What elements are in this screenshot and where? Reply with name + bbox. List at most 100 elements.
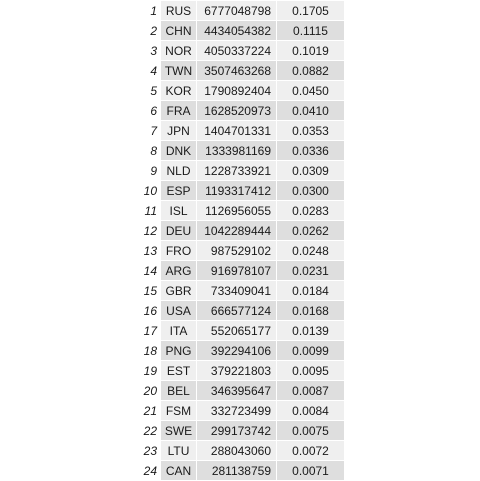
share-cell: 0.1705 [277, 1, 344, 20]
country-code-cell: LTU [161, 441, 197, 460]
share-cell: 0.0283 [277, 201, 344, 220]
row-index: 3 [139, 41, 161, 60]
country-code-cell: DEU [161, 221, 197, 240]
table-row: 13 FRO 987529102 0.0248 [139, 241, 344, 260]
row-index: 24 [139, 461, 161, 480]
row-index: 19 [139, 361, 161, 380]
country-code-cell: ITA [161, 321, 197, 340]
table-row: 1 RUS 6777048798 0.1705 [139, 1, 344, 20]
country-code-cell: JPN [161, 121, 197, 140]
row-index: 4 [139, 61, 161, 80]
table-row: 7 JPN 1404701331 0.0353 [139, 121, 344, 140]
row-index: 8 [139, 141, 161, 160]
country-code-cell: GBR [161, 281, 197, 300]
share-cell: 0.0071 [277, 461, 344, 480]
share-cell: 0.0882 [277, 61, 344, 80]
country-code-cell: NLD [161, 161, 197, 180]
row-index: 7 [139, 121, 161, 140]
row-index: 23 [139, 441, 161, 460]
share-cell: 0.0300 [277, 181, 344, 200]
country-code-cell: FRA [161, 101, 197, 120]
table-row: 14 ARG 916978107 0.0231 [139, 261, 344, 280]
value-cell: 1193317412 [197, 181, 277, 200]
value-cell: 1628520973 [197, 101, 277, 120]
value-cell: 552065177 [197, 321, 277, 340]
value-cell: 666577124 [197, 301, 277, 320]
share-cell: 0.0262 [277, 221, 344, 240]
share-cell: 0.0353 [277, 121, 344, 140]
country-code-cell: ARG [161, 261, 197, 280]
row-index: 17 [139, 321, 161, 340]
table-row: 10 ESP 1193317412 0.0300 [139, 181, 344, 200]
country-code-cell: ISL [161, 201, 197, 220]
country-code-cell: FRO [161, 241, 197, 260]
table-row: 16 USA 666577124 0.0168 [139, 301, 344, 320]
table-row: 5 KOR 1790892404 0.0450 [139, 81, 344, 100]
value-cell: 392294106 [197, 341, 277, 360]
share-cell: 0.0309 [277, 161, 344, 180]
value-cell: 1333981169 [197, 141, 277, 160]
share-cell: 0.0184 [277, 281, 344, 300]
country-code-cell: TWN [161, 61, 197, 80]
row-index: 10 [139, 181, 161, 200]
table-row: 24 CAN 281138759 0.0071 [139, 461, 344, 480]
row-index: 15 [139, 281, 161, 300]
value-cell: 4434054382 [197, 21, 277, 40]
row-index: 20 [139, 381, 161, 400]
country-code-cell: SWE [161, 421, 197, 440]
value-cell: 281138759 [197, 461, 277, 480]
value-cell: 987529102 [197, 241, 277, 260]
value-cell: 1790892404 [197, 81, 277, 100]
table-row: 19 EST 379221803 0.0095 [139, 361, 344, 380]
value-cell: 299173742 [197, 421, 277, 440]
share-cell: 0.0087 [277, 381, 344, 400]
table-row: 22 SWE 299173742 0.0075 [139, 421, 344, 440]
country-code-cell: KOR [161, 81, 197, 100]
country-code-cell: EST [161, 361, 197, 380]
share-cell: 0.0075 [277, 421, 344, 440]
table-row: 15 GBR 733409041 0.0184 [139, 281, 344, 300]
country-code-cell: NOR [161, 41, 197, 60]
country-code-cell: CHN [161, 21, 197, 40]
share-cell: 0.0336 [277, 141, 344, 160]
value-cell: 288043060 [197, 441, 277, 460]
country-code-cell: DNK [161, 141, 197, 160]
share-cell: 0.0139 [277, 321, 344, 340]
row-index: 6 [139, 101, 161, 120]
table-row: 11 ISL 1126956055 0.0283 [139, 201, 344, 220]
share-cell: 0.0084 [277, 401, 344, 420]
share-cell: 0.1019 [277, 41, 344, 60]
row-index: 18 [139, 341, 161, 360]
country-code-cell: PNG [161, 341, 197, 360]
table-row: 20 BEL 346395647 0.0087 [139, 381, 344, 400]
row-index: 14 [139, 261, 161, 280]
row-index: 11 [139, 201, 161, 220]
row-index: 13 [139, 241, 161, 260]
table-row: 18 PNG 392294106 0.0099 [139, 341, 344, 360]
row-index: 5 [139, 81, 161, 100]
table-row: 12 DEU 1042289444 0.0262 [139, 221, 344, 240]
country-code-cell: BEL [161, 381, 197, 400]
country-code-cell: FSM [161, 401, 197, 420]
value-cell: 1228733921 [197, 161, 277, 180]
row-index: 12 [139, 221, 161, 240]
table-row: 3 NOR 4050337224 0.1019 [139, 41, 344, 60]
country-code-cell: ESP [161, 181, 197, 200]
country-code-cell: CAN [161, 461, 197, 480]
row-index: 16 [139, 301, 161, 320]
share-cell: 0.0248 [277, 241, 344, 260]
table-row: 2 CHN 4434054382 0.1115 [139, 21, 344, 40]
table-row: 21 FSM 332723499 0.0084 [139, 401, 344, 420]
share-cell: 0.1115 [277, 21, 344, 40]
country-code-cell: RUS [161, 1, 197, 20]
table-row: 23 LTU 288043060 0.0072 [139, 441, 344, 460]
table-row: 6 FRA 1628520973 0.0410 [139, 101, 344, 120]
row-index: 22 [139, 421, 161, 440]
share-cell: 0.0099 [277, 341, 344, 360]
value-cell: 1126956055 [197, 201, 277, 220]
value-cell: 346395647 [197, 381, 277, 400]
value-cell: 3507463268 [197, 61, 277, 80]
value-cell: 916978107 [197, 261, 277, 280]
value-cell: 379221803 [197, 361, 277, 380]
row-index: 1 [139, 1, 161, 20]
